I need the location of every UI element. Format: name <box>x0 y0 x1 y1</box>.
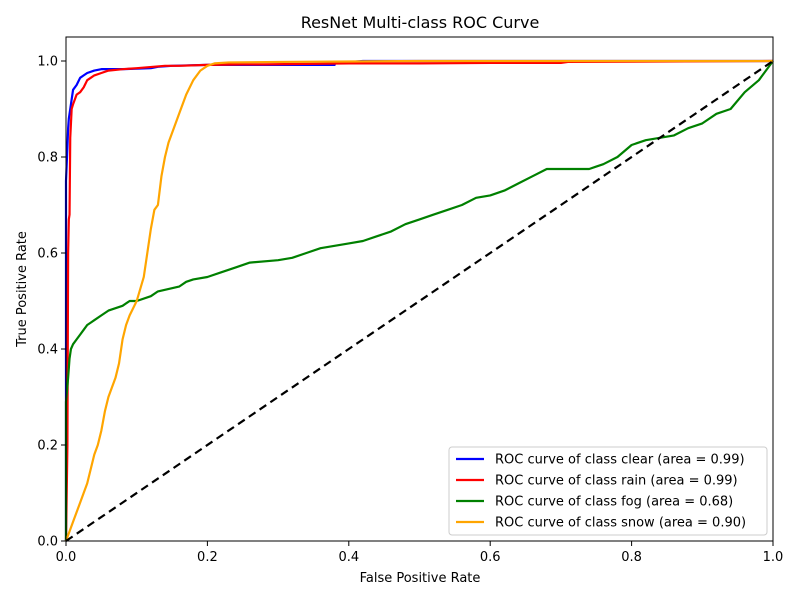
x-axis-ticks: 0.0 0.2 0.4 0.6 0.8 1.0 <box>56 541 784 565</box>
x-tick-label: 0.0 <box>56 550 77 565</box>
series-line-1 <box>64 59 774 542</box>
x-tick-label: 0.8 <box>621 550 642 565</box>
x-axis-label: False Positive Rate <box>360 571 481 586</box>
legend-label: ROC curve of class fog (area = 0.68) <box>495 495 733 510</box>
chart-title: ResNet Multi-class ROC Curve <box>301 13 540 32</box>
legend-label: ROC curve of class snow (area = 0.90) <box>495 516 746 531</box>
y-tick-label: 0.4 <box>37 343 58 358</box>
y-tick-label: 1.0 <box>37 55 58 70</box>
x-tick-label: 0.2 <box>197 550 218 565</box>
x-tick-label: 0.6 <box>480 550 501 565</box>
legend-box <box>448 446 768 536</box>
series-line-3 <box>64 59 773 542</box>
series-layer <box>64 59 774 542</box>
series-line-2 <box>64 60 774 541</box>
y-tick-label: 0.0 <box>37 535 58 550</box>
legend-label: ROC curve of class rain (area = 0.99) <box>495 474 738 489</box>
y-tick-label: 0.8 <box>37 151 58 166</box>
y-tick-label: 0.2 <box>37 439 58 454</box>
y-axis-ticks: 0.0 0.2 0.4 0.6 0.8 1.0 <box>37 55 66 550</box>
plot-area <box>64 36 774 542</box>
y-axis-label: True Positive Rate <box>15 231 30 348</box>
legend-label: ROC curve of class clear (area = 0.99) <box>495 453 745 468</box>
x-tick-label: 1.0 <box>763 550 784 565</box>
legend: ROC curve of class clear (area = 0.99) RO… <box>448 446 768 536</box>
y-tick-label: 0.6 <box>37 247 58 262</box>
x-tick-label: 0.4 <box>338 550 359 565</box>
plot-frame <box>65 36 774 542</box>
